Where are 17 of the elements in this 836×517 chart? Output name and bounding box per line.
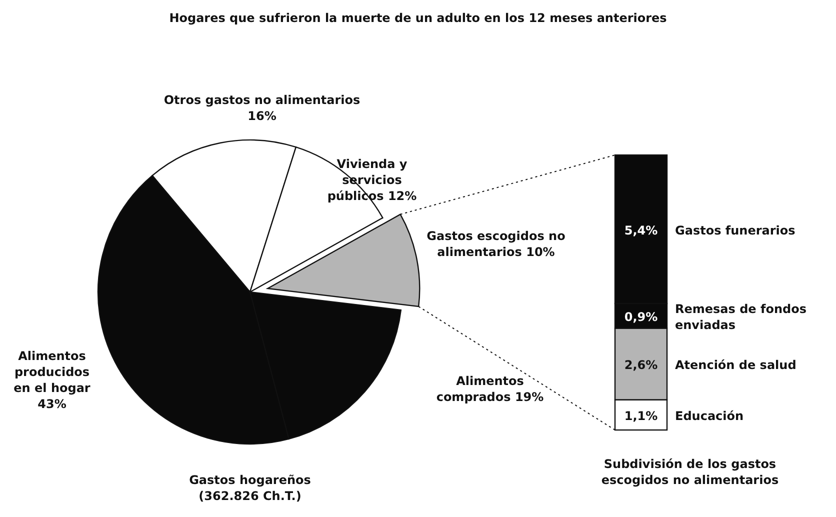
data-label: 16%: [248, 109, 276, 123]
slice-label: Alimentos producidos en el hogar: [14, 349, 90, 395]
series-label: Educación: [675, 408, 744, 423]
slice-label: Otros gastos no alimentarios: [164, 93, 360, 107]
x-axis-title: Subdivisión de los gastos escogidos no alimentarios: [601, 457, 779, 487]
chart-title: Hogares que sufrieron la muerte de un adulto en los 12 meses anteriores: [169, 11, 667, 25]
slice-label: Alimentos comprados 19%: [436, 374, 544, 404]
data-label: 5,4%: [624, 223, 658, 238]
series-label: Gastos funerarios: [675, 223, 796, 238]
data-label: 1,1%: [624, 408, 658, 423]
data-label: 2,6%: [624, 358, 658, 372]
data-label: 0,9%: [624, 310, 658, 324]
text: Gastos hogareños (362.826 Ch.T.): [189, 473, 311, 503]
series-label: Remesas de fondos enviadas: [675, 302, 806, 332]
data-label: 43%: [38, 397, 66, 411]
series-label: Atención de salud: [675, 358, 796, 372]
slice-label: Gastos escogidos no alimentarios 10%: [426, 229, 566, 259]
